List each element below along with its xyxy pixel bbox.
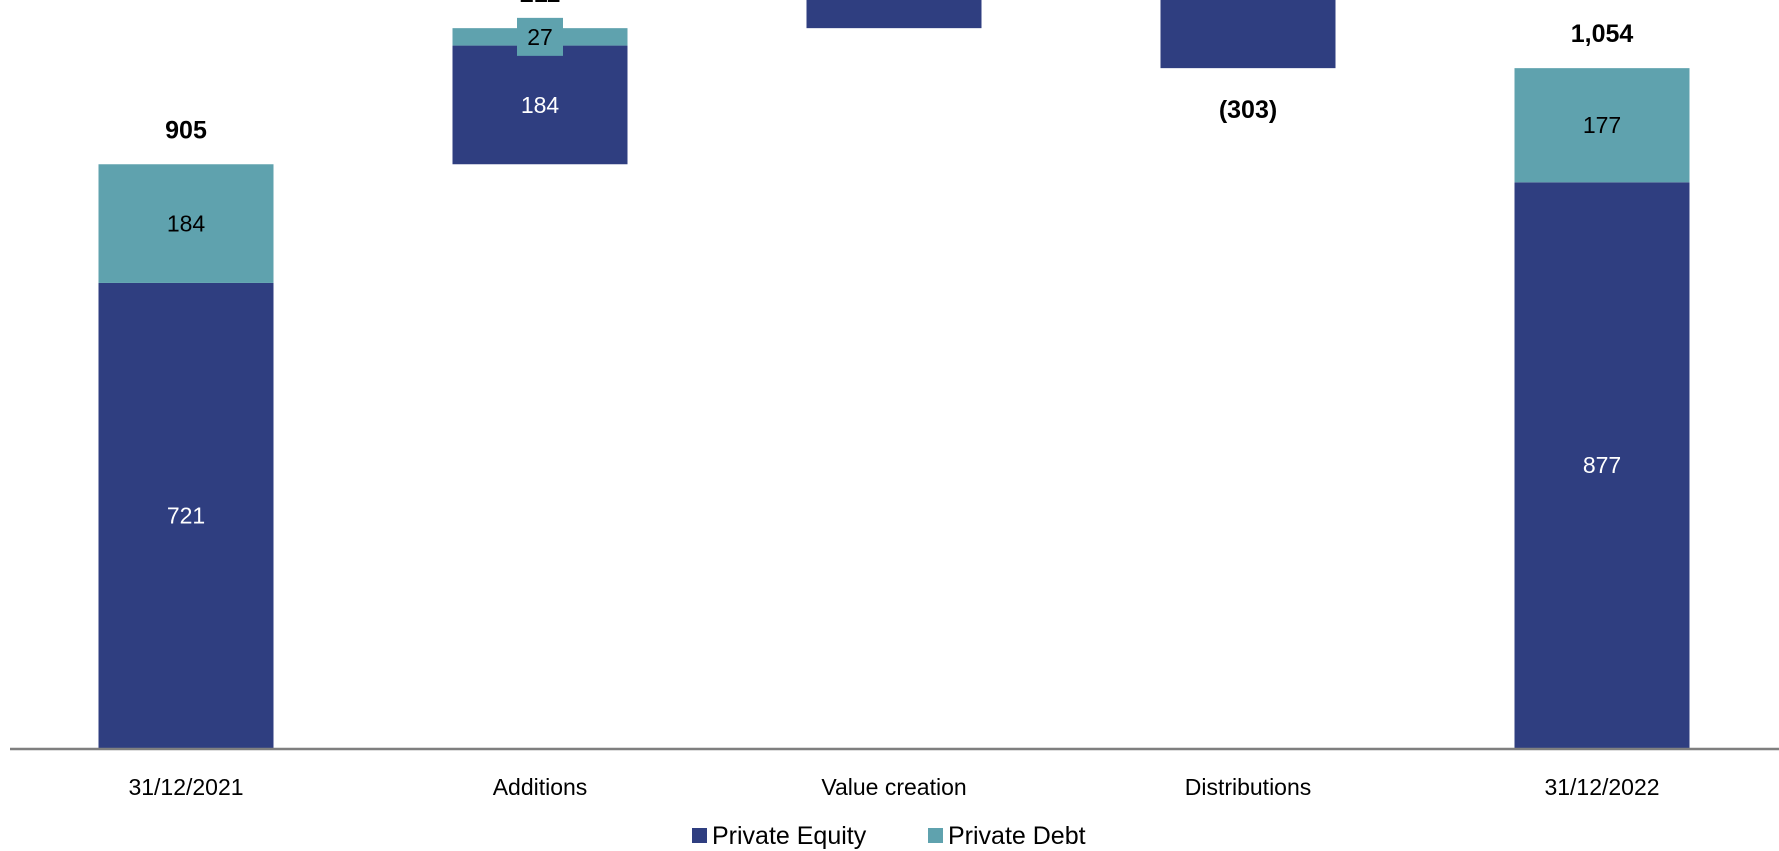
category-label: Value creation <box>821 774 966 800</box>
legend: Private Equity Private Debt <box>692 822 1086 850</box>
data-label-chip <box>517 17 563 56</box>
category-label: Additions <box>493 774 588 800</box>
category-label: Distributions <box>1185 774 1312 800</box>
legend-label: Private Debt <box>948 822 1086 850</box>
category-label: 31/12/2022 <box>1544 774 1659 800</box>
total-label: 905 <box>165 116 207 144</box>
total-labels-layer: 905211241(303)1,054 <box>165 0 1633 144</box>
bar-private-debt <box>98 164 274 283</box>
legend-swatch <box>928 828 943 843</box>
bar-private-equity <box>452 45 628 165</box>
data-label-private-debt: 27 <box>527 24 553 50</box>
legend-item-private-equity: Private Equity <box>692 822 867 850</box>
total-label: (303) <box>1219 96 1277 124</box>
legend-item-private-debt: Private Debt <box>928 822 1086 850</box>
legend-swatch <box>692 828 707 843</box>
total-label: 1,054 <box>1571 20 1634 48</box>
category-labels-layer: 31/12/2021 Additions Value creation Distrib… <box>128 774 1659 800</box>
bar-private-equity <box>1514 182 1690 748</box>
data-label-private-equity: 877 <box>1583 452 1621 478</box>
bar-private-equity <box>1160 0 1336 69</box>
data-label-private-debt: 177 <box>1583 112 1621 138</box>
data-label-private-equity: 721 <box>167 502 205 528</box>
bar-private-equity <box>806 0 982 29</box>
bar-private-equity <box>98 282 274 748</box>
legend-label: Private Equity <box>712 822 867 850</box>
total-label: 211 <box>520 0 560 8</box>
data-label-private-debt: 184 <box>167 211 206 237</box>
bars-layer <box>98 0 1690 748</box>
data-label-private-equity: 184 <box>521 92 560 118</box>
bar-private-debt <box>1514 68 1690 183</box>
category-label: 31/12/2021 <box>128 774 243 800</box>
